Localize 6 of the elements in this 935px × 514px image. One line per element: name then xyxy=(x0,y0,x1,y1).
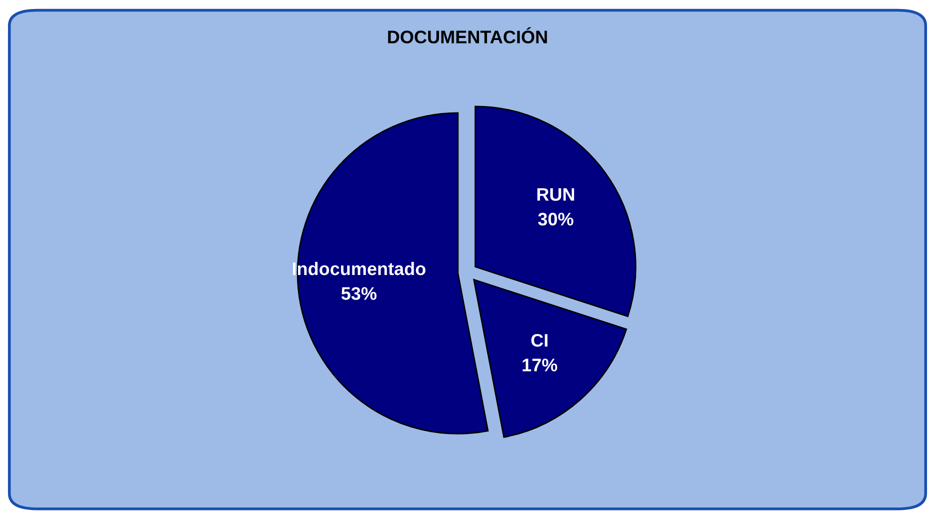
data-label: 17% xyxy=(522,358,558,372)
chart-title: DOCUMENTACIÓN xyxy=(388,27,547,44)
slice-label: RUN xyxy=(537,188,574,201)
data-label: 53% xyxy=(341,287,377,300)
data-label: 30% xyxy=(538,212,574,226)
slice-label: CI xyxy=(531,334,548,347)
